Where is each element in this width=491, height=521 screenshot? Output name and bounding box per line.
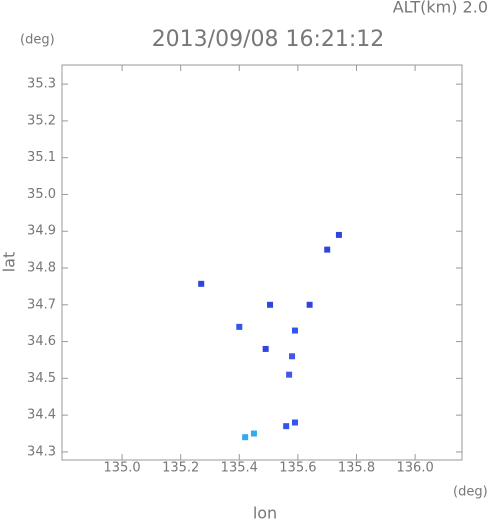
- x-tick-label: 135.2: [162, 461, 199, 476]
- x-tick-label: 136.0: [397, 461, 434, 476]
- y-axis-label: lat: [0, 252, 19, 273]
- x-tick-label: 135.4: [221, 461, 258, 476]
- x-tick-label: 135.6: [279, 461, 316, 476]
- x-axis-label: lon: [253, 504, 277, 521]
- y-tick-label: 34.5: [27, 371, 56, 386]
- chart-title: 2013/09/08 16:21:12: [152, 27, 385, 52]
- echo-cell: [289, 353, 296, 360]
- echo-cell: [291, 327, 298, 334]
- x-tick-label: 135.0: [103, 461, 140, 476]
- y-tick-label: 35.0: [27, 187, 56, 202]
- altitude: ALT(km) 2.0: [393, 0, 488, 17]
- echo-cell: [236, 323, 243, 330]
- echo-cell: [306, 301, 313, 308]
- plot-frame: [61, 64, 463, 461]
- y-tick-label: 34.3: [27, 444, 56, 459]
- y-tick-label: 34.6: [27, 334, 56, 349]
- y-tick-label: 34.9: [27, 224, 56, 239]
- y-tick-label: 35.2: [27, 113, 56, 128]
- echo-cell: [283, 423, 290, 430]
- echo-cell: [242, 434, 249, 441]
- echo-cell: [291, 419, 298, 426]
- y-tick-label: 34.7: [27, 297, 56, 312]
- y-tick-label: 34.8: [27, 261, 56, 276]
- y-tick-label: 34.4: [27, 408, 56, 423]
- echo-cell: [335, 231, 342, 238]
- echo-cell: [262, 345, 269, 352]
- echo-cell: [324, 246, 331, 253]
- echo-cell: [267, 301, 274, 308]
- echo-cell: [286, 371, 293, 378]
- x-unit: (deg): [453, 485, 488, 500]
- echo-cell: [250, 430, 257, 437]
- y-tick-label: 35.1: [27, 150, 56, 165]
- x-tick-label: 135.8: [338, 461, 375, 476]
- y-tick-label: 35.3: [27, 77, 56, 92]
- y-unit: (deg): [20, 33, 55, 48]
- echo-cell: [198, 280, 205, 287]
